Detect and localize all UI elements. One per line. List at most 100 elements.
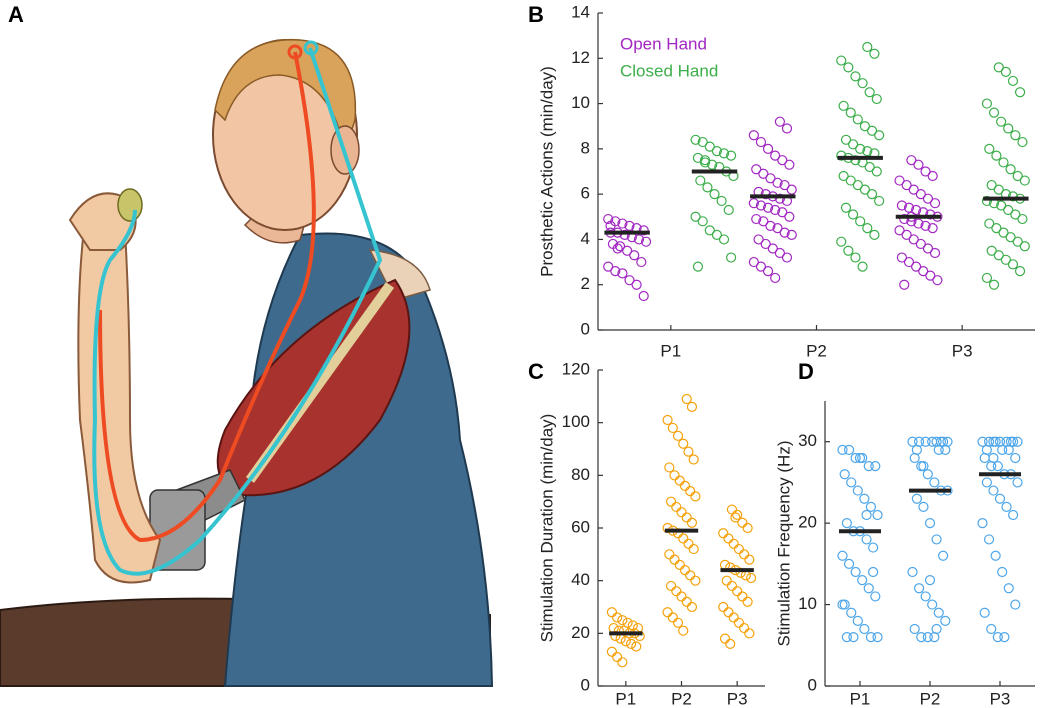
data-point (671, 586, 682, 597)
data-point (843, 245, 854, 256)
data-point (920, 436, 931, 447)
data-point (871, 93, 882, 105)
data-point (774, 116, 786, 127)
y-tick-label: 60 (571, 517, 590, 536)
data-point (1005, 232, 1016, 243)
data-point (786, 229, 797, 240)
data-point (920, 220, 931, 231)
data-point (865, 632, 877, 643)
data-point (704, 225, 715, 236)
data-point (786, 184, 797, 195)
data-point (1003, 204, 1014, 216)
data-point (846, 607, 857, 618)
data-point (676, 591, 687, 602)
data-point (896, 200, 907, 211)
data-point (728, 538, 739, 549)
data-point (927, 170, 938, 182)
data-point (862, 146, 873, 157)
data-point (850, 452, 861, 464)
data-point (866, 125, 878, 136)
data-point (695, 175, 706, 186)
data-point (614, 241, 626, 252)
data-point (737, 591, 748, 602)
data-point (910, 261, 922, 272)
data-point (837, 444, 848, 455)
illustration (0, 38, 494, 687)
data-point (929, 198, 941, 209)
y-axis-label: Stimulation Duration (min/day) (537, 414, 556, 643)
data-point (688, 454, 699, 465)
y-tick-label: 8 (581, 138, 590, 157)
data-point (704, 141, 715, 152)
data-point (697, 136, 708, 148)
data-point (940, 615, 951, 626)
data-point (709, 189, 720, 200)
data-point (753, 234, 764, 245)
data-point (726, 150, 737, 161)
x-tick-label: P1 (850, 689, 871, 708)
data-point (857, 452, 868, 464)
data-point (671, 501, 682, 513)
data-point (1003, 583, 1014, 594)
x-tick-label: P2 (671, 689, 692, 708)
data-point (622, 245, 633, 256)
data-point (993, 62, 1004, 73)
data-point (996, 116, 1007, 127)
y-tick-label: 100 (562, 412, 590, 431)
data-point (852, 114, 863, 125)
data-point (942, 436, 953, 447)
data-point (739, 549, 750, 560)
data-point (913, 159, 924, 170)
data-point (894, 175, 905, 186)
data-point (906, 155, 917, 166)
data-point (702, 182, 713, 193)
data-point (765, 220, 776, 231)
data-point (986, 245, 997, 256)
data-point (843, 444, 855, 455)
data-point (624, 275, 635, 286)
y-tick-label: 0 (581, 319, 590, 338)
data-point (692, 261, 704, 272)
y-tick-label: 14 (571, 2, 590, 21)
data-point (779, 227, 790, 238)
data-point (872, 632, 883, 643)
data-point (872, 509, 883, 521)
data-point (711, 146, 723, 157)
data-point (667, 612, 678, 623)
data-point (991, 150, 1002, 161)
data-point (633, 234, 645, 245)
data-point (748, 256, 759, 268)
data-point (1014, 87, 1026, 98)
y-tick-label: 6 (581, 184, 590, 203)
data-point (718, 528, 729, 539)
data-point (896, 252, 907, 263)
data-point (855, 216, 866, 227)
data-point (836, 236, 847, 247)
data-point (686, 517, 698, 528)
data-point (922, 469, 933, 480)
data-point (1017, 136, 1028, 148)
data-point (1010, 599, 1021, 610)
data-point (686, 601, 698, 613)
data-point (685, 486, 696, 497)
data-point (862, 41, 873, 53)
data-point (716, 195, 727, 207)
data-point (863, 583, 874, 594)
data-point (726, 580, 738, 592)
panel-label: A (8, 2, 24, 27)
data-point (610, 266, 621, 277)
data-point (733, 543, 745, 555)
data-point (901, 179, 912, 191)
data-point (683, 446, 694, 457)
data-point (685, 570, 696, 581)
data-point (1001, 501, 1012, 512)
data-point (839, 599, 850, 610)
data-point (874, 195, 885, 207)
data-point (740, 570, 751, 581)
data-point (994, 493, 1006, 504)
data-point (690, 491, 701, 502)
data-point (927, 599, 938, 610)
data-point (998, 227, 1009, 238)
data-point (922, 243, 934, 254)
